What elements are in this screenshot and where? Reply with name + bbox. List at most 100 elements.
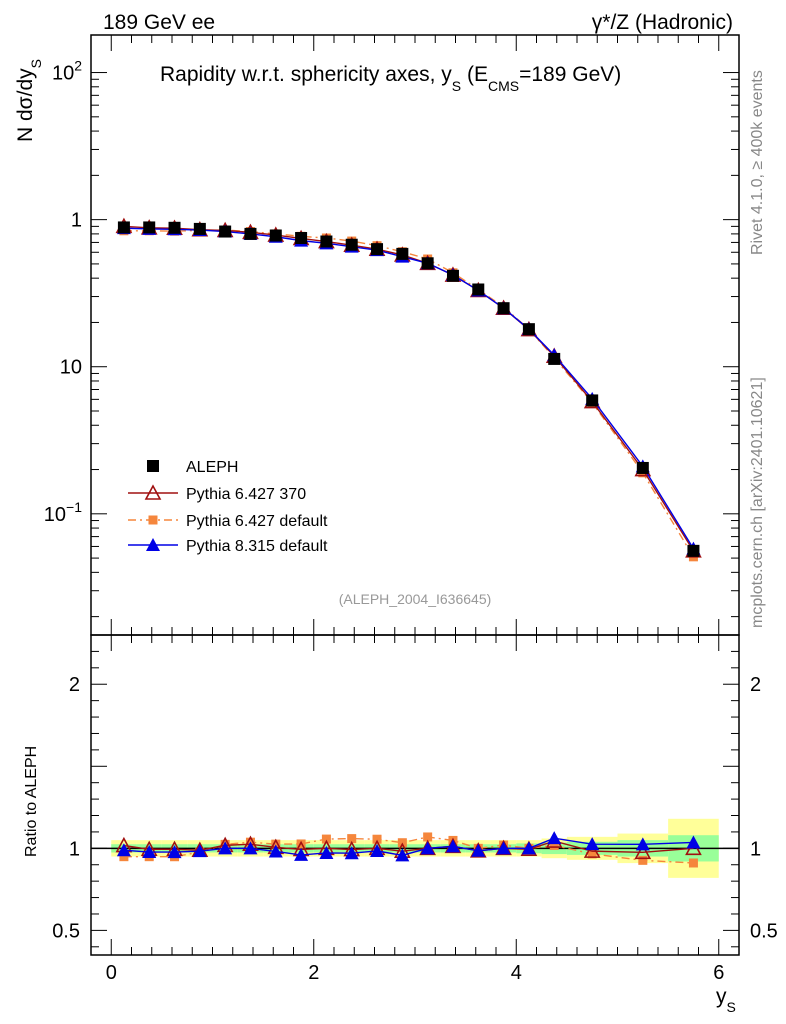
main-point-aleph [421,257,434,270]
ratio-point-pythia-6-427-default [347,834,357,844]
ratio-frame [90,634,740,956]
main-point-aleph [687,544,700,557]
ratio-panel: 2 2 1 1 0.5 0.5 Ratio to ALEPH 0 2 4 6 yS [23,634,778,1015]
ratio-point-pythia-8-315-default [116,843,131,857]
legend: ALEPH Pythia 6.427 370 Pythia 6.427 defa… [128,459,328,555]
ratio-point-pythia-8-315-default [192,844,207,858]
legend-label-aleph: ALEPH [186,459,238,476]
main-line-pythia-6-427-default [123,229,695,558]
ratio-point-pythia-6-427-default [271,839,281,849]
ratio-point-pythia-8-315-default [471,843,486,857]
main-point-aleph [168,221,181,234]
title-sub2: CMS [488,78,519,94]
main-y-tick-exponent: −1 [66,499,82,515]
ratio-y-tick-label-left: 0.5 [52,920,80,942]
ratio-y-tick-label-right: 1 [750,838,761,860]
x-tick-label: 6 [713,962,724,984]
ratio-point-pythia-6-427-default [688,858,698,868]
ratio-point-pythia-8-315-default [370,843,385,857]
ratio-point-pythia-6-427-default [119,852,129,862]
ratio-point-pythia-8-315-default [218,841,233,855]
ratio-point-pythia-8-315-default [585,837,600,851]
legend-marker-pythia-8-315-default [146,538,160,551]
ratio-point-pythia-8-315-default [420,841,435,855]
ratio-y-tick-label-right: 0.5 [750,920,778,942]
mcplots-label: mcplots.cern.ch [arXiv:2401.10621] [749,377,766,628]
ratio-point-pythia-8-315-default [142,845,157,859]
ratio-point-pythia-8-315-default [521,841,536,855]
title-tail2: =189 GeV) [519,63,621,86]
title-text: Rapidity w.r.t. sphericity axes, y [160,63,452,86]
main-series-group [115,217,702,562]
x-tick-label: 2 [308,962,319,984]
main-point-aleph [497,302,510,315]
title-sub: S [452,78,461,94]
main-y-tick-base: 1 [71,210,82,232]
ratio-point-pythia-6-427-default [321,834,331,844]
ratio-point-pythia-6-427-default [587,849,597,859]
main-point-aleph [320,235,333,248]
y-axis-label: N dσ/dyS [14,59,44,142]
header-right-label: γ*/Z (Hadronic) [592,11,733,34]
ratio-point-pythia-8-315-default [496,841,511,855]
legend-marker-aleph [147,460,159,472]
ratio-point-pythia-8-315-default [547,831,562,845]
ratio-point-pythia-8-315-default [686,835,701,849]
x-tick-label: 0 [106,962,117,984]
main-point-aleph [636,461,649,474]
main-point-aleph [143,221,156,234]
ratio-point-pythia-8-315-default [243,841,258,855]
ratio-point-pythia-8-315-default [319,845,334,859]
analysis-id: (ALEPH_2004_I636645) [339,591,492,607]
main-point-aleph [193,222,206,235]
ratio-point-pythia-8-315-default [395,848,410,862]
main-point-aleph [446,269,459,282]
main-point-aleph [244,227,257,240]
legend-marker-pythia-6-427-370 [144,484,162,500]
y-label-sub: S [28,59,44,68]
ratio-point-pythia-8-315-default [344,846,359,860]
legend-entry-aleph [147,460,159,472]
ratio-y-tick-label-left: 1 [69,838,80,860]
legend-marker-pythia-6-427-default [148,515,158,525]
legend-label-pythia8-default: Pythia 8.315 default [186,538,328,555]
ratio-tick-labels: 2 2 1 1 0.5 0.5 [52,674,778,942]
ratio-y-label: Ratio to ALEPH [23,746,40,857]
main-y-tick-exponent: 2 [74,58,82,74]
x-tick-labels: 0 2 4 6 [106,962,725,984]
main-y-tick-base: 10 [60,357,82,379]
ratio-series-group [115,831,702,868]
ratio-point-pythia-8-315-default [167,845,182,859]
main-y-tick-base: 10 [52,63,74,85]
main-point-aleph [396,247,409,260]
ratio-point-pythia-6-427-370 [583,842,601,858]
legend-entry-pythia6-370 [128,484,178,500]
main-y-tick-label: 102 [52,58,82,85]
y-label-main: N dσ/dy [14,68,37,142]
ratio-point-pythia-6-427-370 [634,843,652,860]
ratio-point-pythia-6-427-default [423,832,433,842]
ratio-point-pythia-8-315-default [294,847,309,861]
main-point-aleph [371,243,384,256]
ratio-point-pythia-8-315-default [635,837,650,851]
main-y-tick-label: 10−1 [44,499,82,526]
chart-title: Rapidity w.r.t. sphericity axes, yS (ECM… [160,63,621,94]
main-y-tick-base: 10 [44,504,66,526]
legend-entry-pythia8-default [128,538,178,551]
main-y-tick-label: 1 [71,210,82,232]
title-tail1: (E [461,63,488,86]
main-point-aleph [548,352,561,365]
ratio-y-tick-label-right: 2 [750,674,761,696]
x-tick-label: 4 [511,962,522,984]
x-label-main: y [716,985,727,1008]
main-y-tick-label: 10 [60,357,82,379]
ratio-point-pythia-6-427-default [549,840,559,850]
rivet-version-label: Rivet 4.1.0, ≥ 400k events [749,70,766,255]
x-axis-label: yS [716,985,736,1015]
ratio-y-tick-label-left: 2 [69,674,80,696]
x-label-sub: S [727,999,736,1015]
main-point-aleph [522,323,535,336]
